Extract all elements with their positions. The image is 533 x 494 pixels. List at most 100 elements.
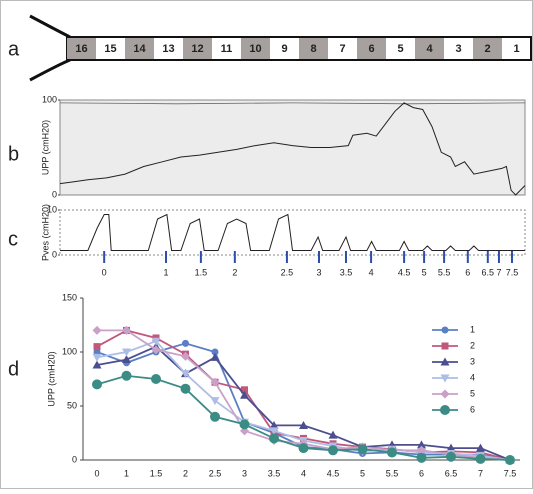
marker-label: 6.5 xyxy=(482,267,495,277)
segment-label: 2 xyxy=(484,43,490,55)
marker-label: 1.5 xyxy=(195,267,208,277)
segment xyxy=(241,38,270,59)
marker-label: 3.5 xyxy=(340,267,353,277)
data-point xyxy=(475,453,486,464)
trace xyxy=(60,213,525,251)
x-tick-label: 5.5 xyxy=(386,468,399,478)
data-point xyxy=(182,339,189,347)
marker-label: 6 xyxy=(465,267,470,277)
y-axis-label: Pves (cmH20) xyxy=(40,204,50,261)
legend-label: 4 xyxy=(470,372,475,382)
data-point xyxy=(122,355,131,364)
segment-label: 1 xyxy=(513,43,519,55)
data-point xyxy=(328,445,338,456)
segment xyxy=(299,38,328,59)
segment xyxy=(415,38,444,59)
x-tick-label: 1.5 xyxy=(150,468,163,478)
x-tick-label: 2.5 xyxy=(209,468,222,478)
data-point xyxy=(417,440,426,449)
legend-marker xyxy=(440,374,450,383)
data-point xyxy=(181,351,190,361)
x-tick-label: 6 xyxy=(419,468,424,478)
y-tick-label: 0 xyxy=(52,189,57,199)
segment-label: 11 xyxy=(221,43,233,55)
x-tick-label: 2 xyxy=(183,468,188,478)
data-point xyxy=(92,325,102,335)
legend-label: 6 xyxy=(470,404,475,414)
data-point xyxy=(240,390,249,399)
y-axis-label: UPP (cmH20) xyxy=(40,120,50,175)
data-point xyxy=(505,455,515,465)
y-tick-label: 0 xyxy=(72,454,77,464)
data-point xyxy=(210,411,220,422)
legend-marker xyxy=(440,405,450,415)
marker-label: 4.5 xyxy=(398,267,411,277)
trace xyxy=(59,102,526,196)
data-point xyxy=(416,452,427,463)
data-point xyxy=(151,337,161,346)
y-tick-label: 100 xyxy=(42,94,57,104)
y-tick-label: 50 xyxy=(67,400,77,410)
legend-marker xyxy=(440,357,450,366)
marker-label: 5 xyxy=(422,267,427,277)
x-tick-label: 7 xyxy=(478,468,483,478)
data-point xyxy=(181,370,190,379)
y-axis-label: UPP (cmH20) xyxy=(46,351,56,406)
legend-label: 3 xyxy=(470,356,475,366)
baseline-trace xyxy=(59,102,526,105)
data-point xyxy=(180,383,191,394)
x-tick-label: 0 xyxy=(94,468,99,478)
marker-label: 2 xyxy=(232,267,237,277)
x-tick-label: 4.5 xyxy=(327,468,340,478)
data-point xyxy=(299,420,308,429)
segment-label: 10 xyxy=(249,43,261,55)
segment-label: 16 xyxy=(75,43,87,55)
data-point xyxy=(93,348,101,356)
x-tick-label: 5 xyxy=(360,468,365,478)
segment-label: 9 xyxy=(281,43,287,55)
segment-label: 15 xyxy=(104,43,116,55)
marker-label: 1 xyxy=(164,267,169,277)
legend-marker xyxy=(441,342,449,350)
data-point xyxy=(269,427,279,436)
marker-label: 7.5 xyxy=(506,267,519,277)
legend-label: 5 xyxy=(470,388,475,398)
marker-label: 2.5 xyxy=(281,267,294,277)
data-point xyxy=(269,433,279,444)
segment-label: 8 xyxy=(310,43,316,55)
segment-label: 5 xyxy=(397,43,403,55)
y-tick-label: 100 xyxy=(62,346,77,356)
segment xyxy=(67,38,96,59)
data-point xyxy=(210,397,220,406)
panel-label: c xyxy=(8,228,18,250)
marker-label: 0 xyxy=(102,267,107,277)
x-tick-label: 6.5 xyxy=(445,468,458,478)
data-point xyxy=(210,352,220,361)
legend-marker xyxy=(441,326,449,334)
x-tick-label: 3 xyxy=(242,468,247,478)
y-tick-label: 10 xyxy=(47,204,57,214)
segment xyxy=(183,38,212,59)
data-point xyxy=(241,386,248,394)
data-point xyxy=(328,430,338,439)
data-point xyxy=(239,419,250,430)
plot-b-bg xyxy=(59,99,526,196)
data-point xyxy=(298,443,309,454)
segment-label: 14 xyxy=(133,43,146,55)
segment xyxy=(357,38,386,59)
data-point xyxy=(92,353,102,362)
segment-label: 4 xyxy=(426,43,433,55)
marker-label: 3 xyxy=(316,267,321,277)
segment-label: 6 xyxy=(368,43,374,55)
data-point xyxy=(417,445,426,455)
data-point xyxy=(122,325,131,335)
data-point xyxy=(93,343,101,351)
data-point xyxy=(92,379,102,390)
x-tick-label: 3.5 xyxy=(268,468,281,478)
data-point xyxy=(92,360,102,369)
data-point xyxy=(121,370,132,381)
marker-label: 4 xyxy=(369,267,374,277)
x-tick-label: 4 xyxy=(301,468,306,478)
data-point xyxy=(211,348,219,356)
